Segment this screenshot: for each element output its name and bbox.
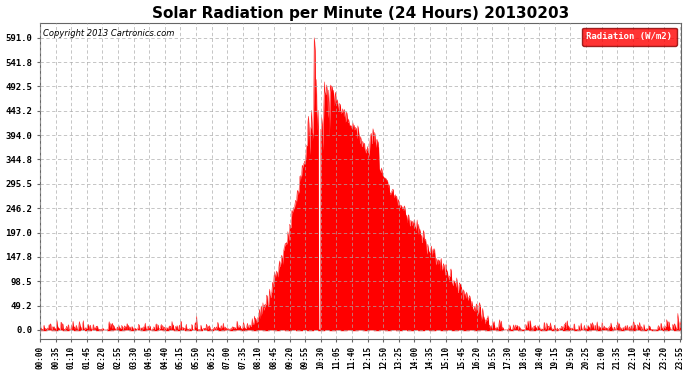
Text: Copyright 2013 Cartronics.com: Copyright 2013 Cartronics.com — [43, 29, 175, 38]
Title: Solar Radiation per Minute (24 Hours) 20130203: Solar Radiation per Minute (24 Hours) 20… — [152, 6, 569, 21]
Legend: Radiation (W/m2): Radiation (W/m2) — [582, 28, 677, 46]
